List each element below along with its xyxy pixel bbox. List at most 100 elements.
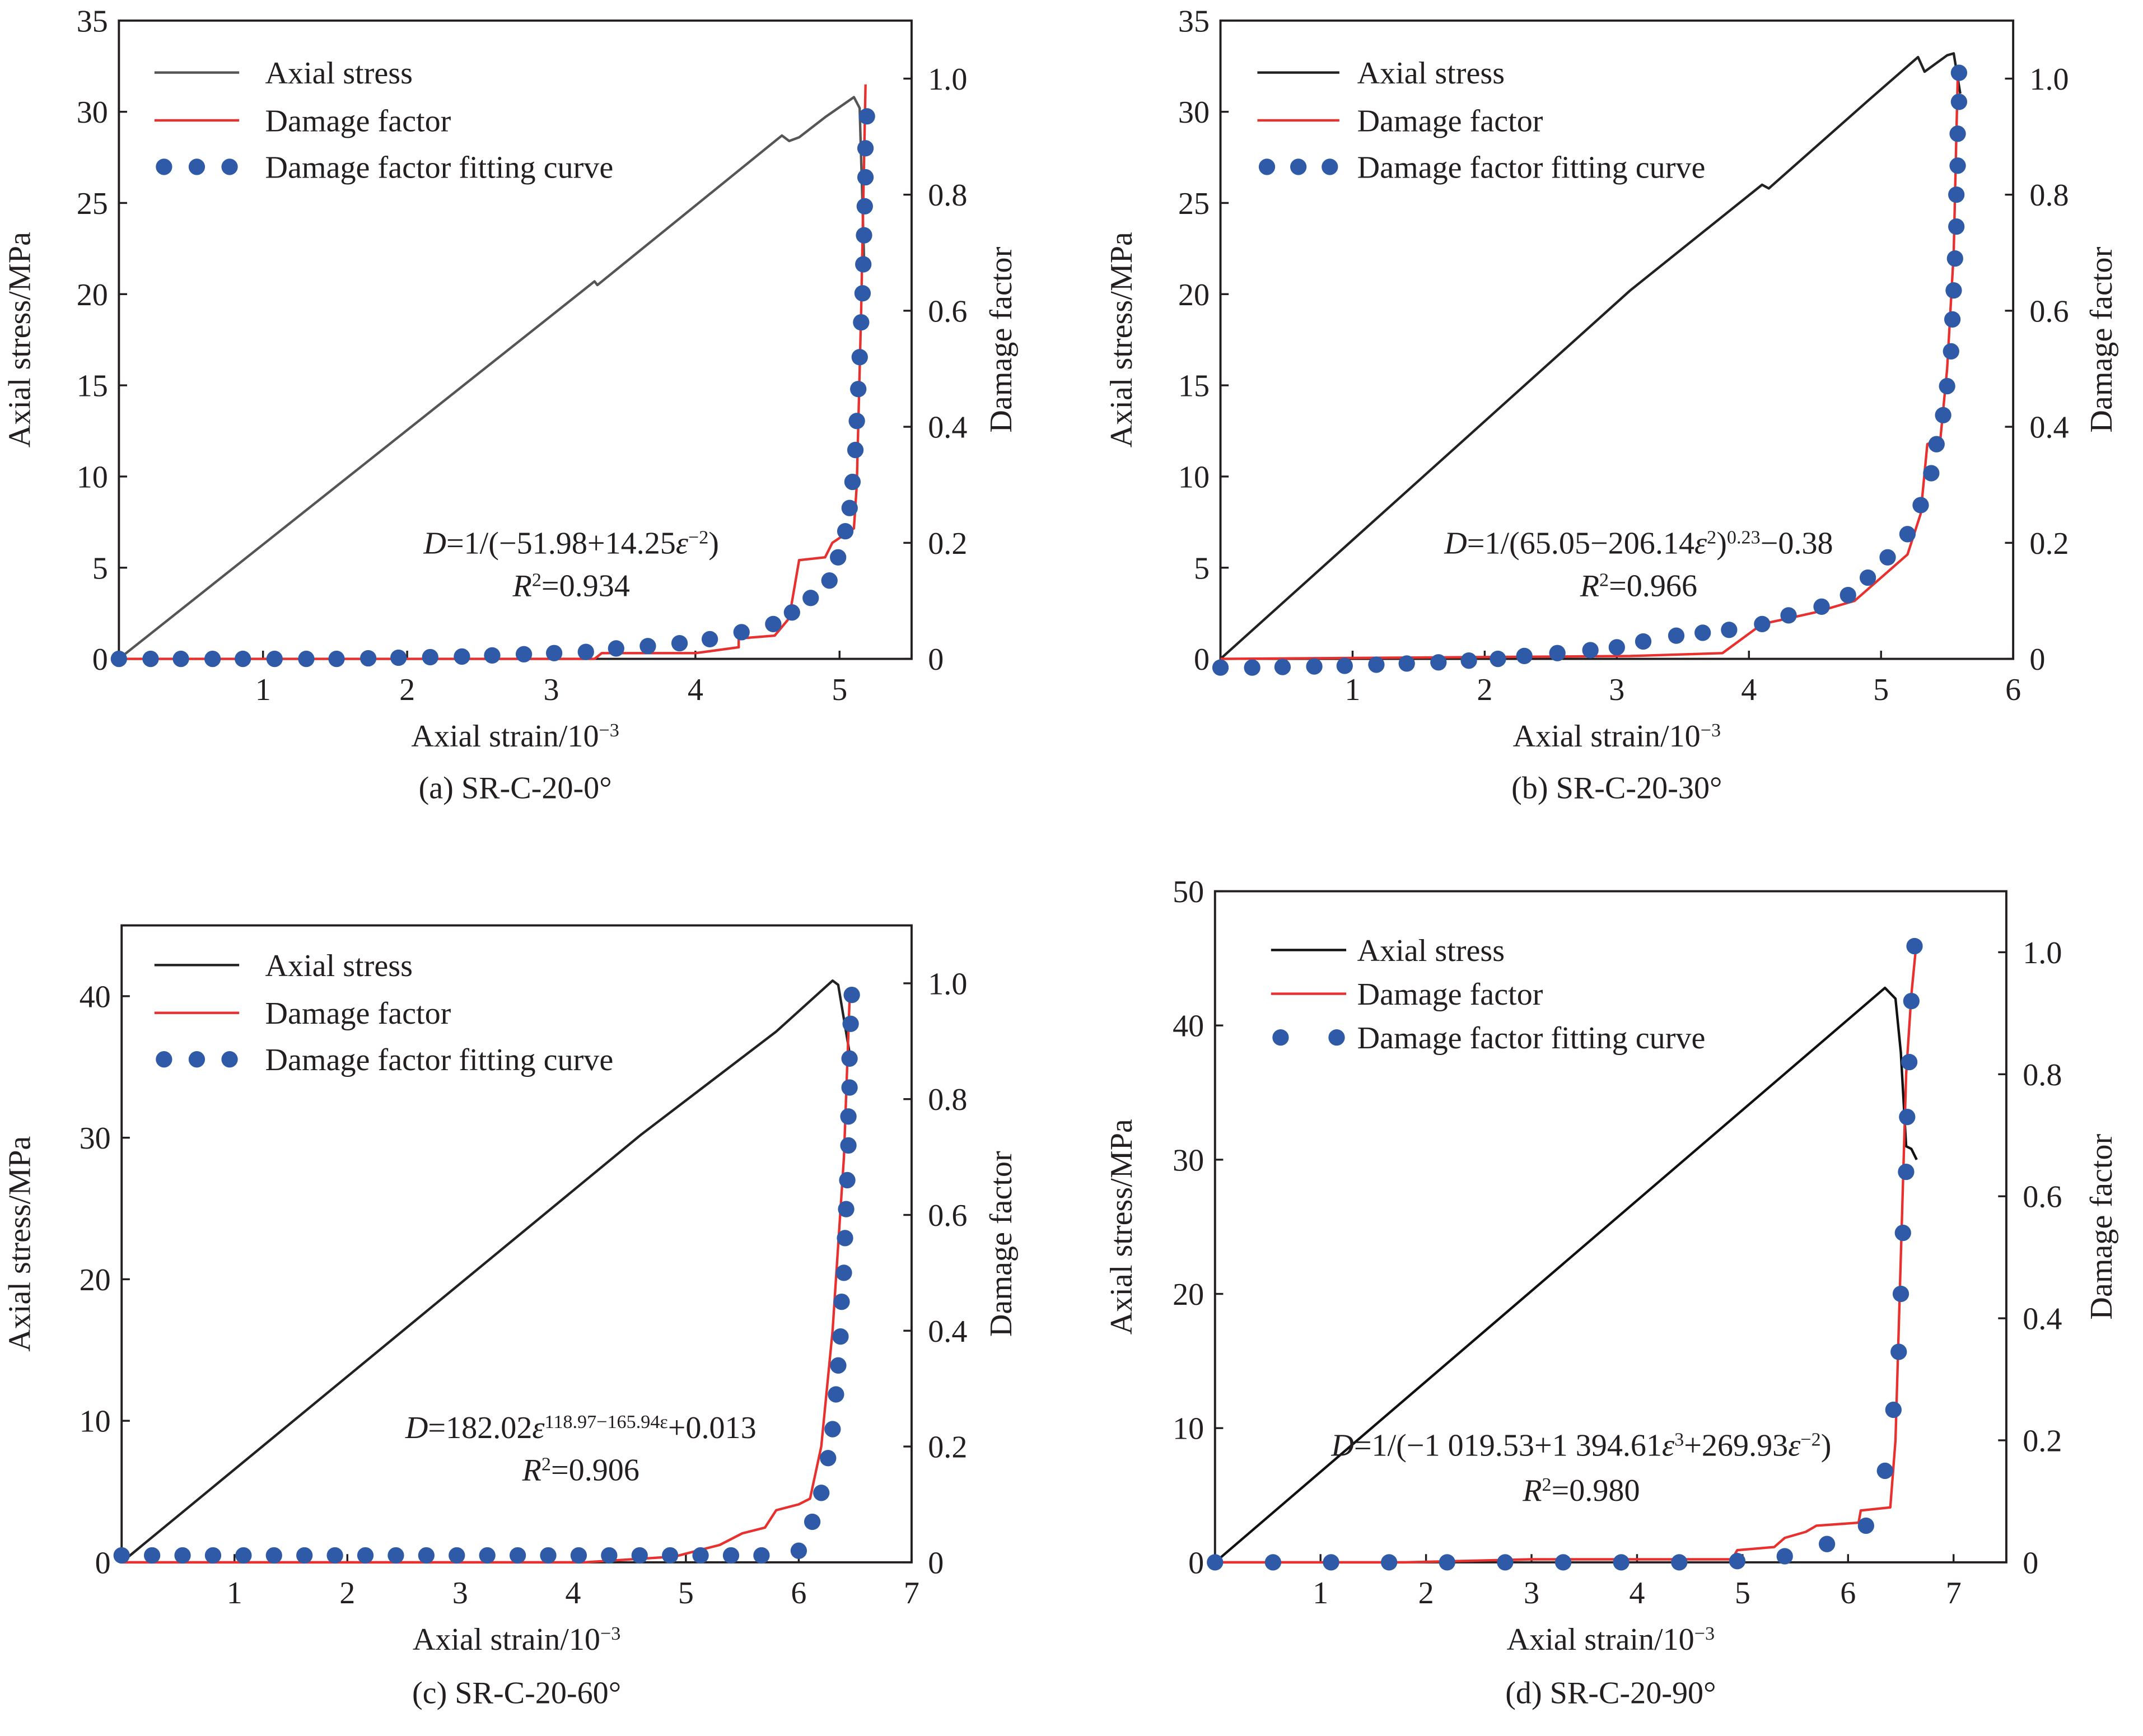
y-tick-label: 0 [95, 1546, 111, 1580]
fitting-curve-point [804, 1513, 821, 1530]
y-tick-label: 0 [92, 642, 108, 677]
fitting-curve-point [722, 1547, 740, 1564]
legend-entry: Axial stress [1357, 56, 1505, 91]
text-part: R [1522, 1473, 1542, 1508]
text-part: =0.906 [551, 1453, 639, 1487]
fitting-curve-point [1780, 607, 1797, 624]
x-tick-label: 2 [339, 1576, 355, 1611]
fitting-curve-point [1635, 633, 1652, 650]
text-part: R [522, 1453, 541, 1487]
fitting-curve-point [454, 648, 470, 665]
fitting-curve-point [1839, 586, 1856, 604]
x-tick-label: 4 [688, 673, 703, 707]
plot-frame [1219, 19, 2015, 660]
panel-caption: (a) SR-C-20-0° [419, 771, 612, 806]
fitting-curve-point [1336, 657, 1353, 674]
y2-axis-label: Damage factor [984, 246, 1019, 432]
x-axis-label-exponent: −3 [1694, 1623, 1715, 1644]
text-part: ε [1662, 1428, 1675, 1463]
y-tick-label: 20 [80, 1263, 111, 1298]
legend-entry: Damage factor fitting curve [265, 1043, 613, 1077]
fitting-curve-point [830, 1357, 847, 1374]
x-axis-label-text: Axial strain/10 [1507, 1622, 1694, 1657]
superscript: 118.97−165.94ε [545, 1411, 668, 1432]
x-tick-label: 7 [1946, 1576, 1962, 1611]
fitting-curve-point [1943, 343, 1959, 360]
legend-entry: Damage factor [265, 996, 451, 1031]
y-tick-label: 0 [1188, 1546, 1204, 1580]
text-part: −0.38 [1761, 526, 1833, 561]
text-part: =0.980 [1552, 1473, 1640, 1508]
fitting-curve-point [1948, 186, 1965, 203]
y-tick-label: 20 [77, 278, 108, 312]
fitting-curve-point [1497, 1554, 1514, 1571]
plot-frame [1213, 890, 2007, 1564]
fitting-curve-point [1939, 377, 1955, 395]
fitting-curve-point [853, 314, 870, 331]
x-tick-label: 1 [227, 1576, 242, 1611]
x-axis-label: Axial strain/10−3 [1513, 719, 1721, 754]
chart-panel-d: 1 2 3 4 5 6 7 0 10 20 30 40 50 0 0.2 0.4 0.6 0.8 1.0 Axial … [1104, 875, 2119, 1710]
fitting-curve-point [1244, 659, 1260, 676]
legend-fit-swatch-dot [188, 158, 206, 175]
fitting-curve-point [110, 650, 127, 668]
x-axis-label-exponent: −3 [600, 1623, 620, 1644]
fitting-curve-point [1668, 627, 1685, 644]
x-tick-label: 2 [1477, 673, 1492, 707]
fitting-curve-point [1945, 282, 1962, 299]
x-tick-label: 6 [1840, 1576, 1856, 1611]
fitting-curve-point [235, 650, 251, 668]
r-squared: R2=0.966 [1580, 568, 1697, 603]
fitting-curve-point [857, 169, 874, 186]
text-part: =0.966 [1609, 568, 1697, 603]
legend-entry: Damage factor [1357, 977, 1543, 1012]
x-tick-label: 1 [1313, 1576, 1328, 1611]
y2-tick-label: 0.2 [928, 1430, 967, 1465]
x-tick-label: 4 [565, 1576, 581, 1611]
fitting-curve-point [1368, 656, 1385, 673]
fitting-curve-point [1776, 1548, 1793, 1565]
y-tick-label: 40 [80, 979, 111, 1014]
x-tick-label: 7 [904, 1576, 919, 1611]
fitting-curve-point [1899, 1108, 1916, 1126]
fitting-curve-point [1813, 598, 1830, 615]
y-tick-label: 30 [77, 95, 108, 130]
fitting-curve-point [1898, 1163, 1915, 1180]
r-squared: R2=0.934 [512, 568, 630, 603]
fitting-curve-point [1923, 465, 1940, 482]
fitting-curve-point [1430, 654, 1447, 671]
y-axis-label: Axial stress/MPa [1104, 1119, 1139, 1334]
fitting-curve-point [296, 1547, 313, 1564]
fitting-curve-point [204, 1547, 222, 1564]
x-tick-label: 1 [255, 673, 271, 707]
legend-fit-swatch-dot [221, 1051, 238, 1068]
superscript: −2 [1800, 1429, 1820, 1450]
fitting-curve-point [1381, 1554, 1398, 1571]
legend-entry: Axial stress [265, 949, 412, 983]
x-tick-label: 2 [1418, 1576, 1434, 1611]
axial-stress-line [1214, 986, 1918, 1564]
fitting-curve-point [1582, 642, 1599, 659]
superscript: 2 [541, 1454, 551, 1474]
fitting-curve-point [839, 1172, 856, 1189]
y2-tick-label: 0.8 [2023, 1058, 2062, 1093]
fitting-curve-point [328, 650, 345, 668]
fit-equation: D=1/(65.05−206.14ε2)0.23−0.38 [1444, 526, 1833, 561]
fitting-curve-point [1903, 992, 1920, 1010]
fitting-curve-point [841, 500, 858, 516]
text-part: =1/(−51.98+14.25 [446, 526, 676, 561]
legend-fit-swatch-dot [1322, 158, 1338, 175]
y2-tick-label: 0.2 [928, 526, 967, 561]
panel-caption: (c) SR-C-20-60° [412, 1676, 621, 1710]
text-part: D [405, 1411, 428, 1445]
legend-entry: Axial stress [1357, 934, 1505, 968]
x-axis-label: Axial strain/10−3 [413, 1622, 620, 1657]
panel-caption: (b) SR-C-20-30° [1511, 771, 1722, 806]
text-part: R [512, 568, 532, 603]
y-tick-label: 50 [1173, 875, 1204, 909]
fitting-curve-point [1885, 1401, 1902, 1418]
x-tick-label: 5 [678, 1576, 694, 1611]
fitting-curve-point [422, 648, 438, 666]
fitting-curve-point [1754, 615, 1771, 633]
